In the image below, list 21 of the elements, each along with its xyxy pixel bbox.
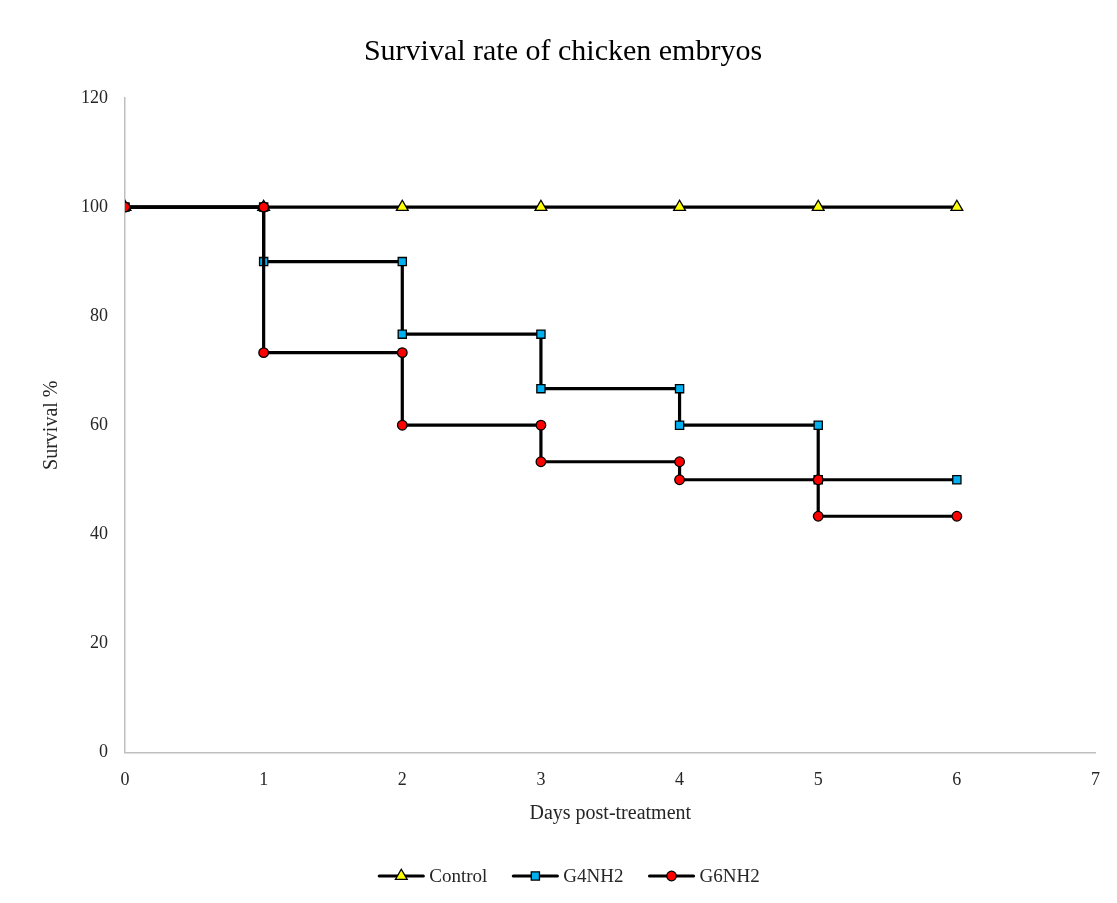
y-tick-label: 60: [90, 413, 108, 434]
y-tick-label: 0: [99, 741, 108, 762]
y-tick-label: 80: [90, 304, 108, 325]
legend-label: G6NH2: [699, 864, 760, 886]
x-axis-title: Days post-treatment: [529, 801, 692, 825]
y-tick-label: 40: [90, 523, 108, 543]
y-tick-label: 100: [81, 195, 108, 216]
x-tick-label: 1: [259, 768, 269, 789]
y-tick-label: 20: [90, 632, 108, 653]
y-tick-label: 120: [81, 86, 108, 107]
x-tick-label: 4: [675, 768, 685, 789]
chart-title: Survival rate of chicken embryos: [363, 32, 763, 66]
x-tick-label: 0: [120, 768, 130, 789]
y-axis-title: Survival %: [39, 380, 62, 470]
x-tick-label: 3: [536, 768, 546, 789]
x-tick-label: 6: [952, 768, 962, 789]
legend-label: Control: [429, 864, 488, 886]
legend-label: G4NH2: [563, 864, 624, 886]
x-tick-label: 7: [1091, 768, 1100, 789]
x-tick-label: 5: [813, 768, 823, 789]
x-tick-label: 2: [397, 768, 407, 789]
